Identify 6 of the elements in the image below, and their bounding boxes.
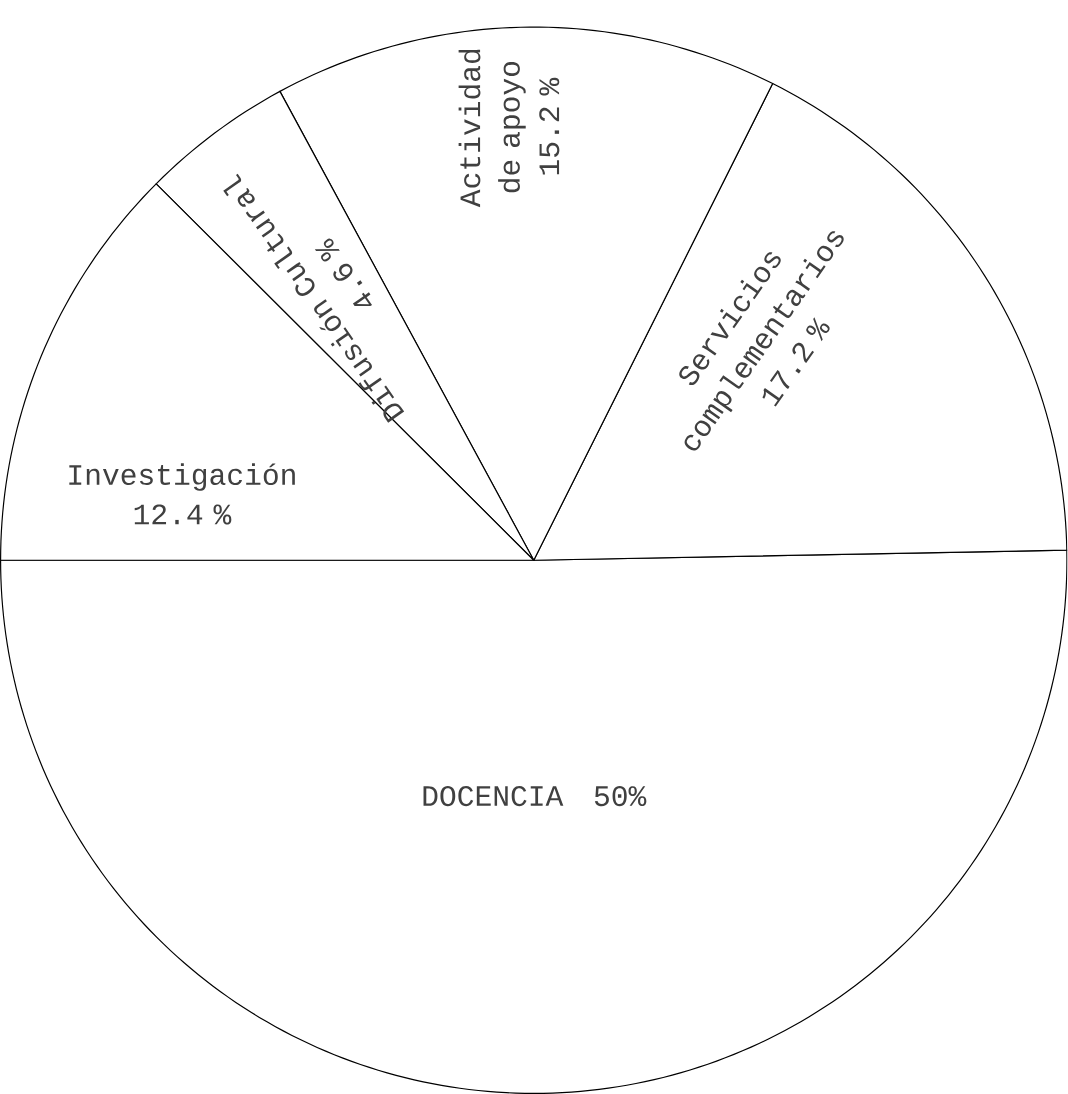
slice-label: Investigación — [69, 463, 296, 491]
slice-label: DOCENCIA — [423, 786, 564, 807]
slice-label: Actividad de apoyo — [458, 49, 526, 208]
data-label: 50% — [595, 786, 647, 807]
data-label: 15.2 % — [539, 77, 560, 175]
data-label: 12.4 % — [134, 504, 232, 525]
